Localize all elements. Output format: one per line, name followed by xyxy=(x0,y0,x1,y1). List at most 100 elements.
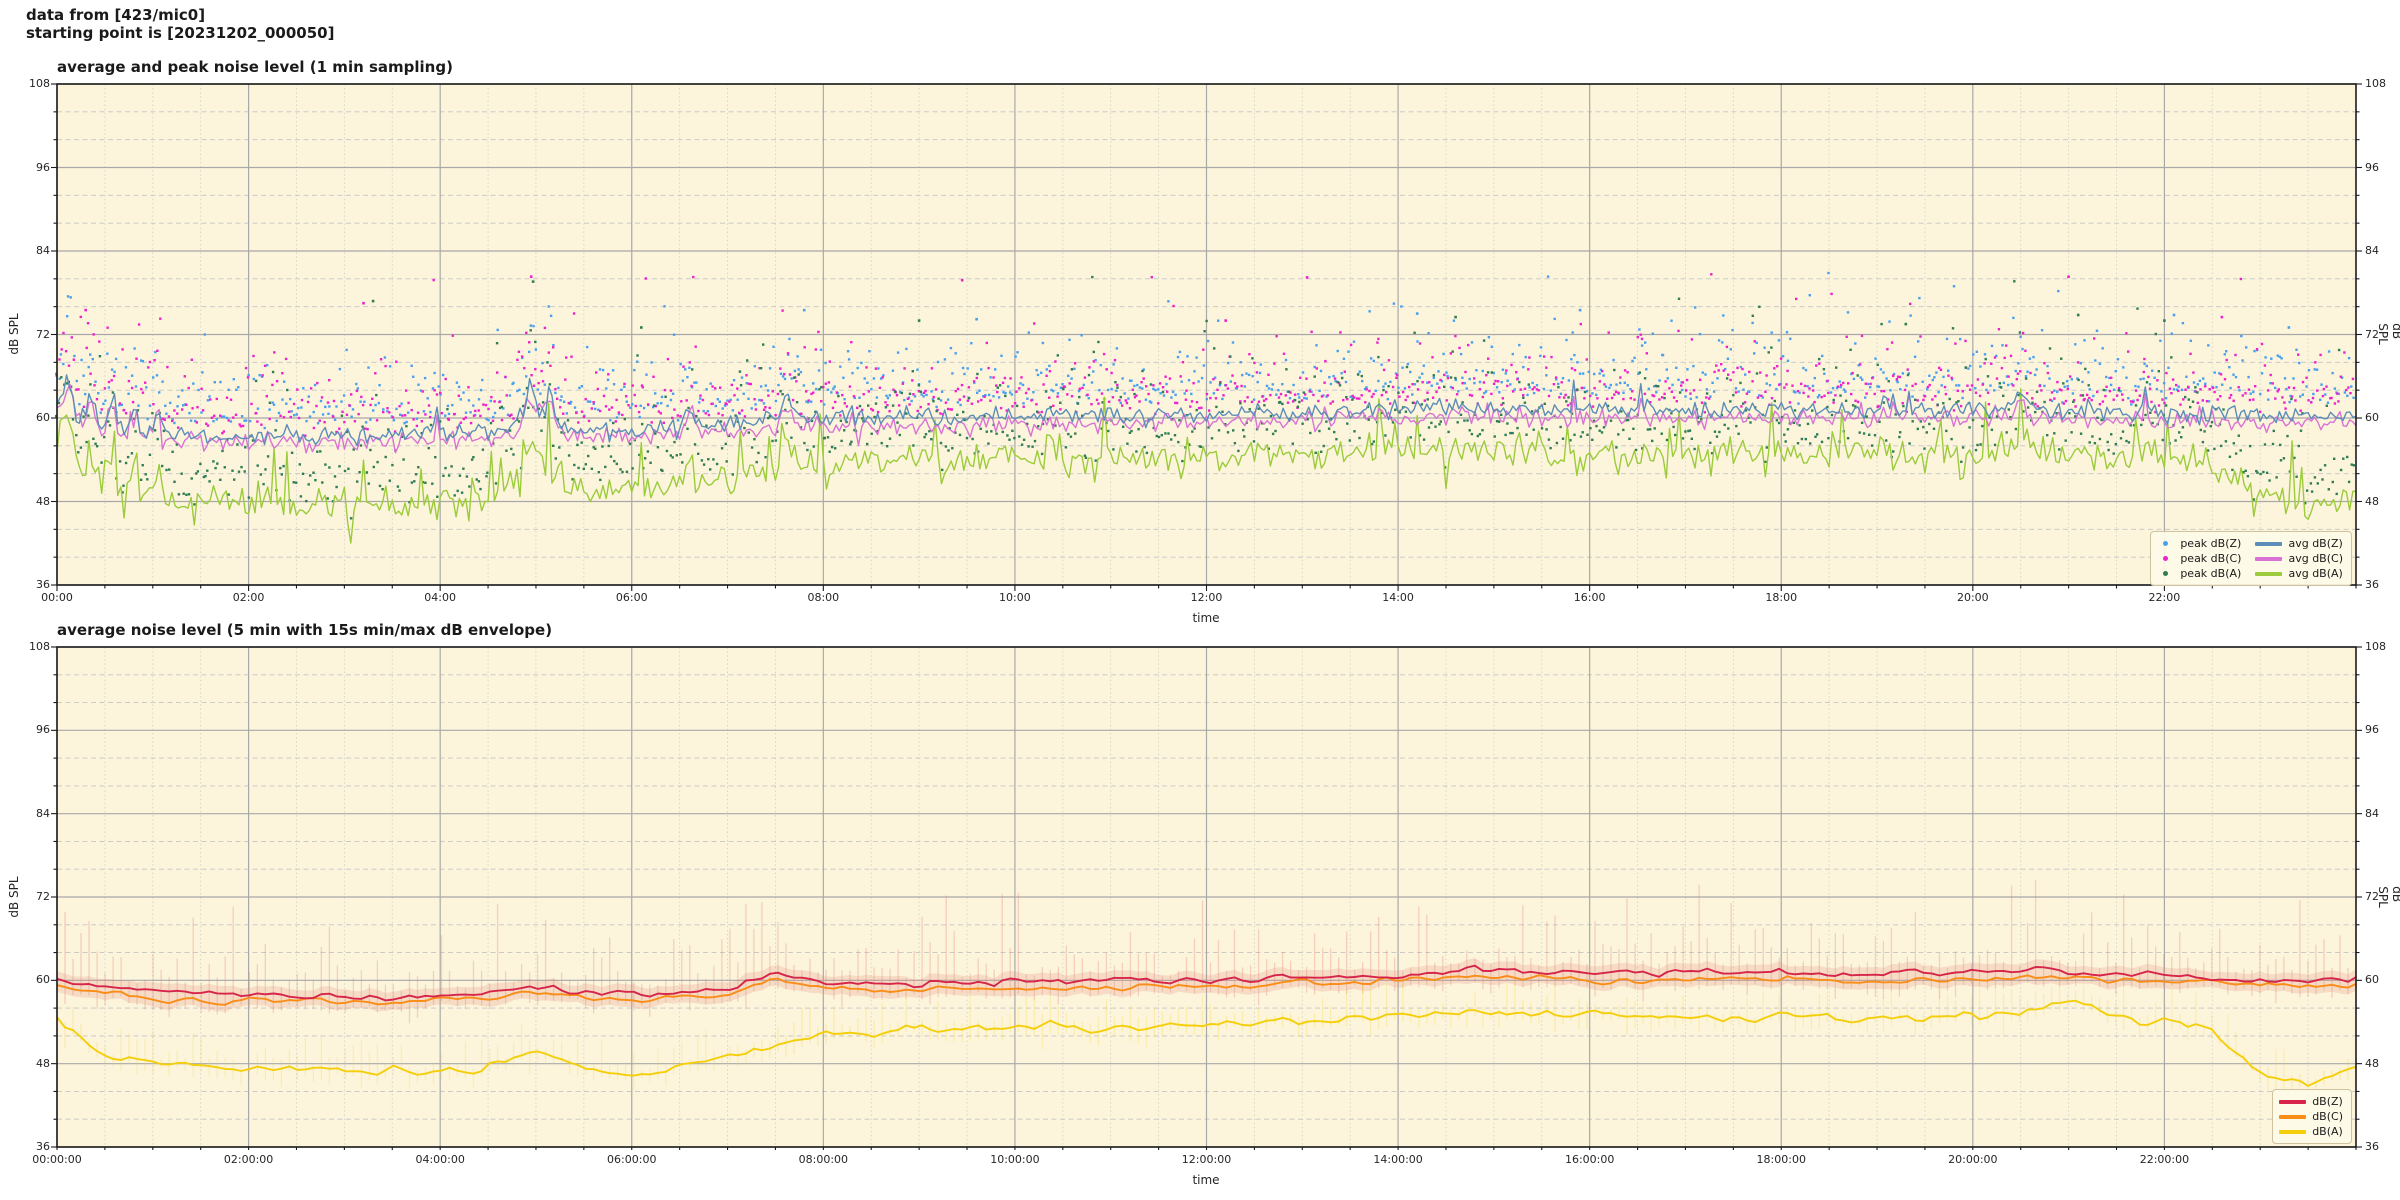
line-avg_z xyxy=(56,374,2357,447)
scatter-peak_z xyxy=(55,271,2355,430)
legend-line-avg_a xyxy=(2255,571,2283,576)
legend-entry: peak dB(Z) xyxy=(2157,536,2241,551)
legend-label: avg dB(A) xyxy=(2288,567,2343,580)
line-db_z xyxy=(56,964,2357,1002)
legend-label: peak dB(Z) xyxy=(2180,537,2242,550)
y-tick-label-right: 72 xyxy=(2365,327,2379,341)
legend-label: dB(Z) xyxy=(2312,1095,2343,1108)
x-tick-label: 22:00 xyxy=(2148,591,2181,604)
x-tick-label: 22:00:00 xyxy=(2139,1153,2190,1166)
chart-1-ylabel-right: dB SPL xyxy=(2376,323,2400,345)
header-line-2: starting point is [20231202_000050] xyxy=(26,24,335,42)
y-tick-label-right: 48 xyxy=(2365,1056,2379,1070)
x-tick-label: 04:00:00 xyxy=(415,1153,465,1166)
x-tick-label: 08:00 xyxy=(807,591,840,604)
chart-2-legend: dB(Z) dB(C) dB(A) xyxy=(2272,1089,2352,1144)
x-tick-label: 10:00:00 xyxy=(990,1153,1040,1166)
legend-entry: peak dB(A) xyxy=(2157,566,2241,581)
x-tick-label: 06:00:00 xyxy=(607,1153,657,1166)
legend-label: peak dB(A) xyxy=(2180,567,2242,580)
x-tick-label: 10:00 xyxy=(999,591,1031,604)
x-tick-label: 18:00:00 xyxy=(1756,1153,1806,1166)
envelope-band-pink xyxy=(57,958,2356,1012)
y-tick-label-left: 60 xyxy=(36,411,50,424)
x-tick-label: 12:00 xyxy=(1190,591,1223,604)
x-tick-label: 18:00 xyxy=(1765,591,1798,604)
y-tick-label-left: 108 xyxy=(29,77,50,90)
chart-2-title: average noise level (5 min with 15s min/… xyxy=(57,621,553,639)
y-tick-label-left: 36 xyxy=(36,578,50,591)
legend-line-db_c xyxy=(2279,1114,2307,1119)
x-tick-label: 16:00:00 xyxy=(1564,1153,1615,1166)
y-tick-label-left: 108 xyxy=(29,640,50,653)
y-tick-label-left: 96 xyxy=(36,160,50,174)
y-tick-label-left: 96 xyxy=(36,723,50,737)
x-tick-label: 06:00 xyxy=(615,591,648,604)
y-tick-label-left: 84 xyxy=(36,244,50,257)
x-tick-label: 20:00:00 xyxy=(1948,1153,1998,1166)
x-tick-label: 12:00:00 xyxy=(1181,1153,1232,1166)
y-tick-label-right: 48 xyxy=(2365,494,2379,508)
y-tick-label-left: 84 xyxy=(36,806,50,820)
x-tick-label: 20:00 xyxy=(1956,591,1989,604)
line-avg_a xyxy=(56,388,2357,544)
y-tick-label-left: 36 xyxy=(36,1140,50,1153)
line-db_c xyxy=(56,974,2357,1006)
chart-2-xlabel: time xyxy=(1192,1173,1220,1187)
peak-scatter-points xyxy=(55,271,2355,520)
y-tick-label-right: 84 xyxy=(2365,806,2379,820)
tick-marks xyxy=(51,646,2362,1150)
header-line-1: data from [423/mic0] xyxy=(26,6,206,24)
legend-dot-peak_z xyxy=(2163,541,2169,546)
legend-entry: dB(A) xyxy=(2279,1124,2343,1139)
legend-dot-peak_a xyxy=(2163,571,2169,576)
legend-dot-peak_c xyxy=(2163,556,2169,561)
chart-2-ylabel-left: dB SPL xyxy=(7,876,21,918)
legend-line-db_z xyxy=(2279,1099,2307,1104)
x-tick-label: 00:00:00 xyxy=(32,1153,82,1166)
y-tick-label-right: 84 xyxy=(2365,244,2379,257)
y-tick-label-right: 60 xyxy=(2365,973,2379,987)
y-tick-label-left: 48 xyxy=(36,494,50,508)
scatter-peak_c xyxy=(55,273,2355,438)
chart-2-ylabel-right: dB SPL xyxy=(2376,886,2400,908)
legend-line-db_a xyxy=(2279,1129,2307,1134)
y-tick-label-right: 96 xyxy=(2365,160,2379,174)
y-tick-label-right: 36 xyxy=(2365,578,2379,591)
chart-2-plot xyxy=(51,646,2362,1150)
y-tick-label-right: 60 xyxy=(2365,411,2379,424)
x-tick-label: 08:00:00 xyxy=(798,1153,849,1166)
legend-label: peak dB(C) xyxy=(2180,552,2242,565)
x-tick-label: 02:00:00 xyxy=(223,1153,274,1166)
x-tick-label: 00:00 xyxy=(41,591,73,604)
legend-label: dB(A) xyxy=(2312,1125,2343,1138)
legend-line-avg_z xyxy=(2255,541,2283,546)
y-tick-label-left: 72 xyxy=(36,890,50,903)
chart-1-title: average and peak noise level (1 min samp… xyxy=(57,58,453,76)
y-tick-label-right: 108 xyxy=(2365,640,2386,653)
legend-entry: dB(C) xyxy=(2279,1109,2343,1124)
y-tick-label-left: 60 xyxy=(36,973,50,987)
tick-marks xyxy=(51,83,2362,591)
y-tick-label-right: 108 xyxy=(2365,77,2386,90)
y-tick-label-right: 36 xyxy=(2365,1140,2379,1153)
x-tick-label: 14:00 xyxy=(1382,591,1414,604)
legend-entry: avg dB(Z) xyxy=(2255,536,2343,551)
x-tick-label: 14:00:00 xyxy=(1373,1153,1423,1166)
legend-entry: avg dB(C) xyxy=(2255,551,2343,566)
legend-entry: avg dB(A) xyxy=(2255,566,2343,581)
chart-1-xlabel: time xyxy=(1192,611,1220,625)
legend-label: avg dB(C) xyxy=(2288,552,2343,565)
legend-line-avg_c xyxy=(2255,556,2283,561)
y-tick-label-right: 72 xyxy=(2365,890,2379,903)
x-tick-label: 02:00 xyxy=(232,591,265,604)
legend-label: dB(C) xyxy=(2312,1110,2343,1123)
y-tick-label-left: 48 xyxy=(36,1056,50,1070)
minmax-envelope-yellow xyxy=(56,981,2357,1108)
chart-1-legend: peak dB(Z) peak dB(C) peak dB(A) avg dB(Z) a… xyxy=(2150,531,2352,586)
legend-label: avg dB(Z) xyxy=(2288,537,2343,550)
x-tick-label: 04:00 xyxy=(424,591,457,604)
line-db_a xyxy=(56,999,2357,1087)
y-tick-label-right: 96 xyxy=(2365,723,2379,737)
